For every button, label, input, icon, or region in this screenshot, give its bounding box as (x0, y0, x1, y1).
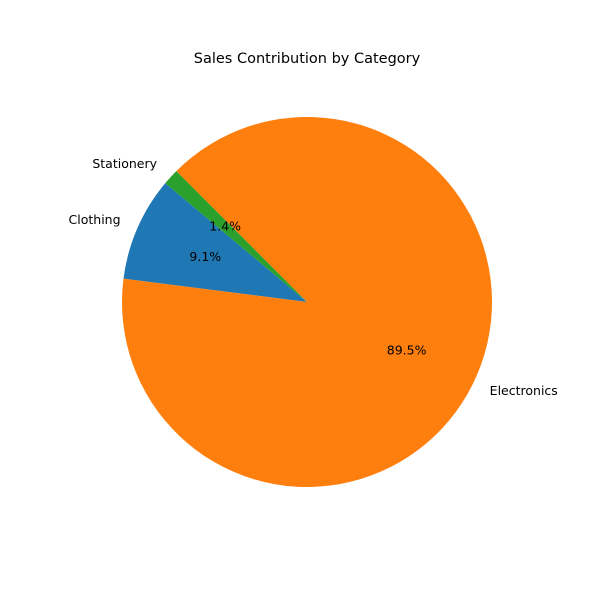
pie-labels: Clothing 9.1% Electronics 89.5% Stationery 1.… (69, 156, 558, 398)
percent-label-electronics: 89.5% (387, 342, 427, 357)
category-label-clothing: Clothing (69, 212, 121, 227)
pie-slice-clothing (123, 183, 308, 302)
pie-slices (122, 116, 492, 487)
percent-label-stationery: 1.4% (209, 218, 241, 233)
category-label-electronics: Electronics (490, 383, 558, 398)
chart-title: Sales Contribution by Category (194, 51, 421, 67)
percent-label-clothing: 9.1% (189, 249, 221, 264)
category-label-stationery: Stationery (92, 156, 157, 171)
pie-slice-electronics (122, 116, 492, 487)
pie-slice-stationery (165, 171, 307, 302)
